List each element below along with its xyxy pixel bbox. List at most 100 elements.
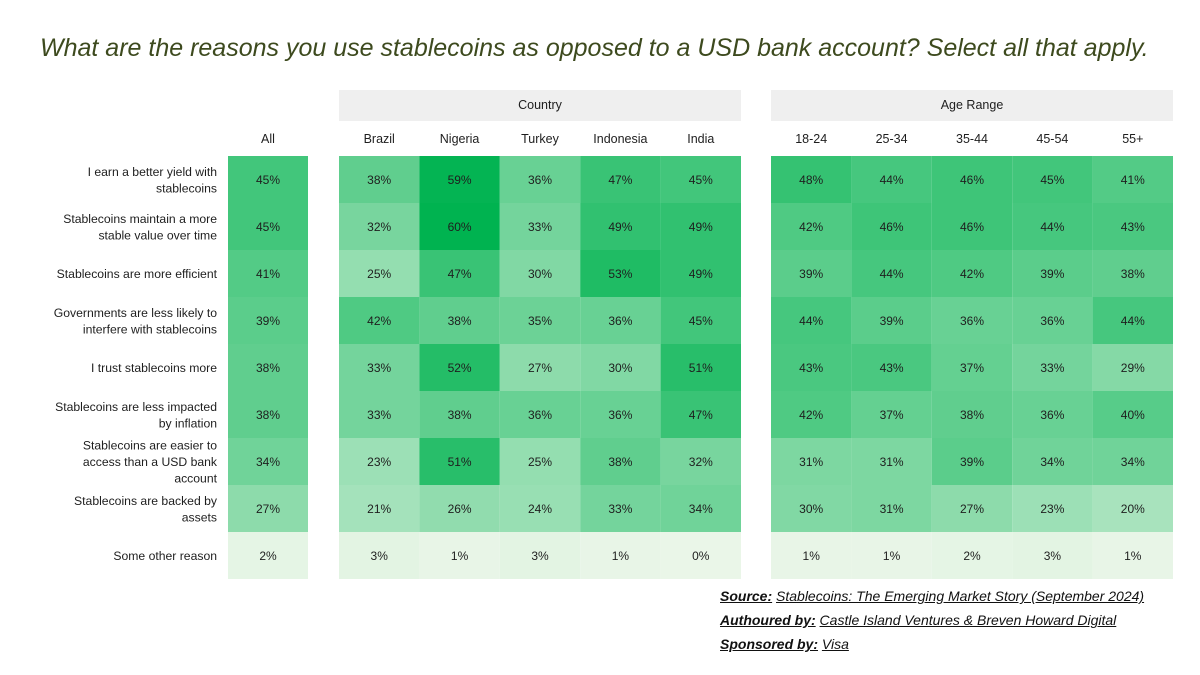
cell-country [499, 156, 581, 203]
cell-age [1092, 203, 1173, 250]
cell-country-label: 38% [448, 314, 472, 328]
cell-country-label: 38% [367, 173, 391, 187]
cell-country [580, 156, 661, 203]
cell-country [580, 250, 661, 297]
column-header-age: 45-54 [1036, 132, 1068, 146]
cell-country [339, 250, 420, 297]
cell-all-label: 38% [256, 408, 280, 422]
cell-country [660, 438, 741, 485]
cell-all [228, 250, 308, 297]
row-label: Governments are less likely to interfere … [54, 306, 217, 337]
cell-age [851, 344, 932, 391]
cell-age-label: 36% [960, 314, 984, 328]
cell-all [228, 485, 308, 532]
cell-age [931, 391, 1013, 438]
cell-age-label: 46% [960, 173, 984, 187]
cell-age [1012, 344, 1093, 391]
cell-country-label: 32% [367, 220, 391, 234]
cell-all-label: 45% [256, 220, 280, 234]
cell-age [1012, 485, 1093, 532]
cell-country [339, 297, 420, 344]
sponsored-link[interactable]: Visa [821, 636, 849, 652]
cell-age [1092, 438, 1173, 485]
source-link[interactable]: Stablecoins: The Emerging Market Story (… [776, 588, 1145, 604]
cell-age-label: 45% [1040, 173, 1064, 187]
cell-age-label: 46% [960, 220, 984, 234]
cell-country-label: 45% [689, 314, 713, 328]
cell-age [931, 156, 1013, 203]
cell-age-label: 39% [880, 314, 904, 328]
cell-country-label: 49% [689, 267, 713, 281]
cell-age-label: 38% [1121, 267, 1145, 281]
cell-age-label: 42% [799, 220, 823, 234]
row-label: Stablecoins maintain a more stable value … [63, 212, 217, 243]
cell-country [660, 297, 741, 344]
cell-age [1092, 485, 1173, 532]
cell-age [851, 250, 932, 297]
cell-country [660, 203, 741, 250]
cell-country [580, 203, 661, 250]
cell-age-label: 36% [1040, 408, 1064, 422]
cell-age [771, 438, 852, 485]
cell-all-label: 2% [259, 549, 277, 563]
cell-country-label: 36% [528, 173, 552, 187]
cell-age-label: 44% [880, 267, 904, 281]
cell-country [339, 344, 420, 391]
cell-age [931, 344, 1013, 391]
cell-age-label: 37% [960, 361, 984, 375]
cell-country-label: 38% [448, 408, 472, 422]
cell-country-label: 23% [367, 455, 391, 469]
cell-country-label: 25% [367, 267, 391, 281]
cell-age [771, 391, 852, 438]
cell-country [419, 156, 500, 203]
cell-age [851, 156, 932, 203]
authored-line: Authoured by: Castle Island Ventures & B… [720, 612, 1116, 628]
cell-country [419, 438, 500, 485]
cell-age [851, 532, 932, 579]
cell-country [580, 391, 661, 438]
cell-country-label: 47% [608, 173, 632, 187]
cell-age [931, 532, 1013, 579]
country-header-bar [339, 90, 741, 121]
cell-country-label: 36% [528, 408, 552, 422]
authored-link[interactable]: Castle Island Ventures & Breven Howard D… [819, 612, 1117, 628]
cell-country-label: 1% [451, 549, 469, 563]
cell-age [1092, 532, 1173, 579]
cell-country [499, 391, 581, 438]
cell-age [1092, 250, 1173, 297]
cell-age-label: 39% [1040, 267, 1064, 281]
column-header-age: 18-24 [795, 132, 827, 146]
cell-country-label: 45% [689, 173, 713, 187]
cell-age [771, 297, 852, 344]
cell-age [1092, 297, 1173, 344]
cell-age [851, 391, 932, 438]
cell-country [499, 297, 581, 344]
cell-age-label: 42% [799, 408, 823, 422]
cell-country-label: 36% [608, 314, 632, 328]
cell-all [228, 438, 308, 485]
cell-country [339, 485, 420, 532]
row-label: Stablecoins are easier to access than a U… [83, 439, 218, 486]
column-header-age: 55+ [1122, 132, 1143, 146]
cell-country [339, 532, 420, 579]
cell-age [771, 532, 852, 579]
row-label: I earn a better yield with stablecoins [88, 165, 217, 196]
cell-country-label: 60% [448, 220, 472, 234]
cell-age-label: 1% [1124, 549, 1142, 563]
row-label: Stablecoins are backed by assets [74, 494, 218, 525]
column-header-country: Indonesia [593, 132, 647, 146]
cell-country [499, 250, 581, 297]
cell-country [419, 532, 500, 579]
cell-age-label: 39% [960, 455, 984, 469]
cell-age [1012, 203, 1093, 250]
sponsored-label: Sponsored by: [720, 636, 819, 652]
cell-all-label: 38% [256, 361, 280, 375]
cell-all-label: 34% [256, 455, 280, 469]
cell-country-label: 3% [531, 549, 549, 563]
row-label: Stablecoins are more efficient [57, 267, 218, 281]
cell-age-label: 2% [963, 549, 981, 563]
cell-age-label: 43% [799, 361, 823, 375]
cell-country [339, 156, 420, 203]
cell-country [339, 438, 420, 485]
cell-age [851, 203, 932, 250]
